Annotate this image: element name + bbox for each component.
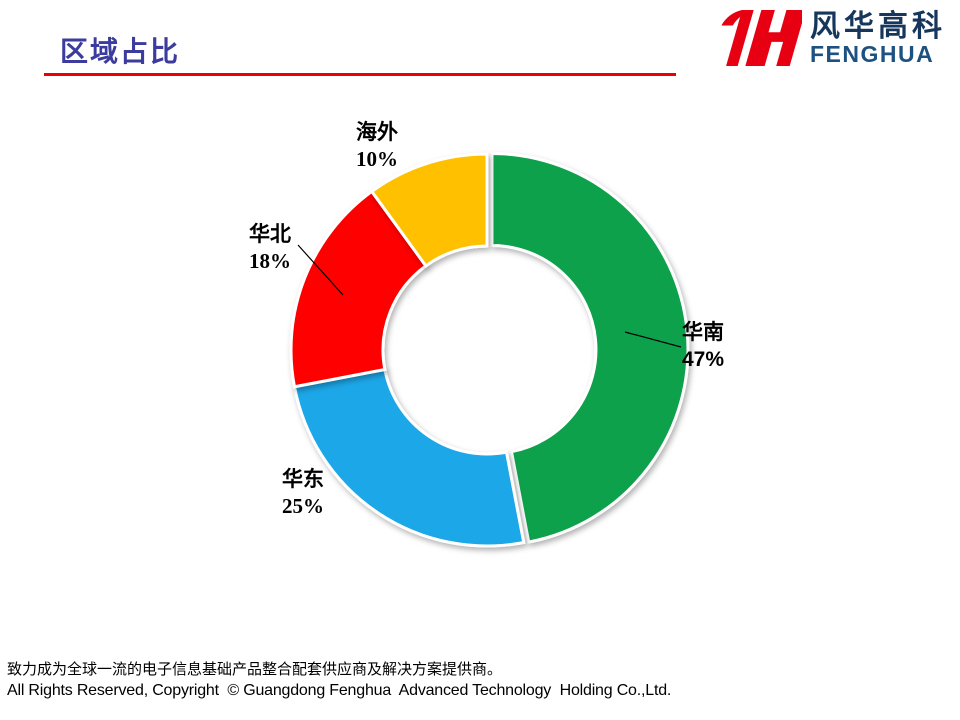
chart-label-south: 华南 47% [682,319,772,373]
label-value: 25% [282,494,324,518]
donut-slice-华北 [289,189,428,389]
chart-label-north: 华北 18% [230,221,310,275]
label-value: 18% [249,249,291,273]
leader-line-north [297,244,344,296]
footer-slogan-cn: 致力成为全球一流的电子信息基础产品整合配套供应商及解决方案提供商。 [7,661,503,678]
footer-copyright-en: All Rights Reserved, Copyright © Guangdo… [7,682,672,699]
label-name: 华南 [682,320,724,344]
page-title: 区域占比 [60,37,181,68]
label-value: 47% [682,348,725,371]
logo-text: 风华高科 FENGHUA [810,6,946,67]
logo-company-name-en: FENGHUA [810,41,935,67]
logo-company-name-cn: 风华高科 [810,10,946,43]
leader-line-south [624,331,682,348]
registered-mark: ® [789,13,796,24]
donut-chart [289,152,690,548]
footer: 致力成为全球一流的电子信息基础产品整合配套供应商及解决方案提供商。 All Ri… [7,659,671,701]
company-logo: ® 风华高科 FENGHUA [696,6,946,70]
label-value: 10% [356,147,398,171]
donut-slices [289,152,690,548]
chart-label-east: 华东 25% [263,466,343,520]
donut-slice-海外 [369,152,489,268]
label-name: 海外 [356,120,398,144]
label-name: 华北 [249,222,291,246]
title-underline [44,73,676,76]
donut-slice-华东 [292,367,526,548]
donut-slice-华南 [490,152,690,544]
label-name: 华东 [282,467,324,491]
chart-label-overseas: 海外 10% [337,119,417,173]
fenghua-logo-icon: ® [721,10,802,66]
